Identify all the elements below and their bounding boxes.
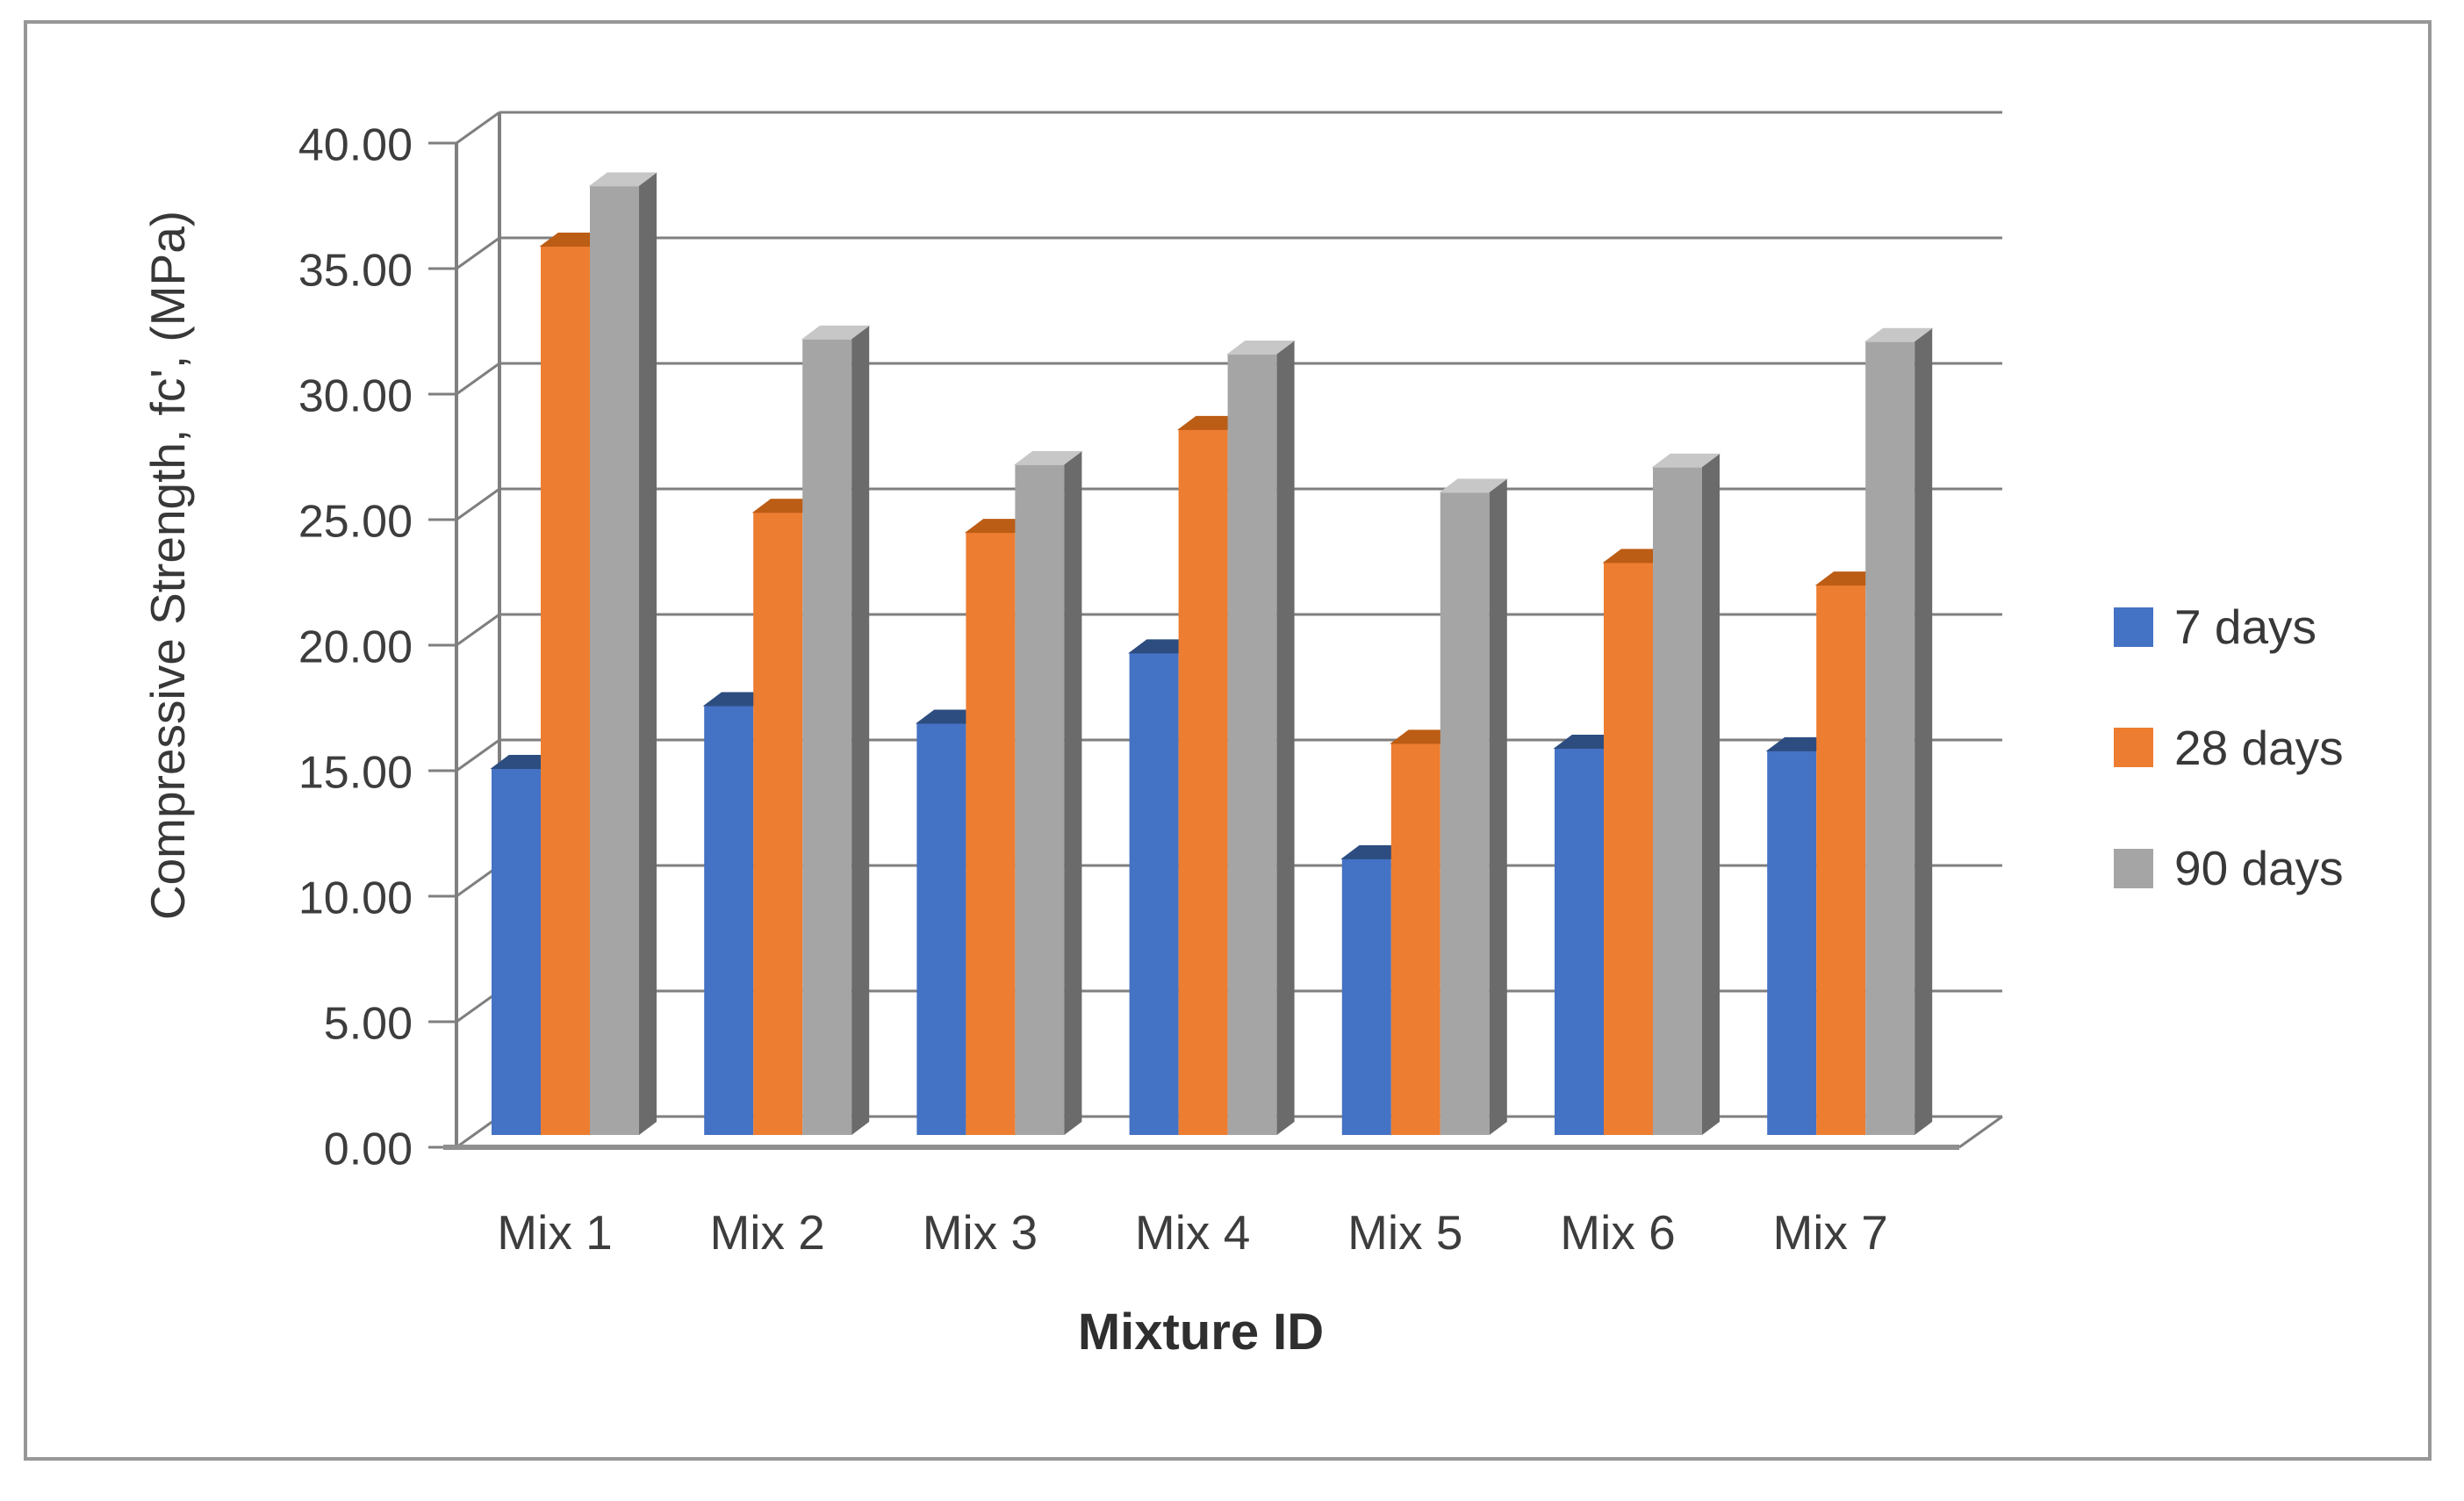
x-category-label: Mix 4 (1135, 1205, 1250, 1260)
bar-mix-3-7-days (916, 722, 966, 1135)
bar-side-mix-6-90-days (1702, 454, 1720, 1135)
bar-mix-2-90-days (802, 339, 852, 1135)
x-category-label: Mix 3 (923, 1205, 1038, 1260)
bar-mix-4-28-days (1178, 429, 1228, 1136)
bar-mix-2-7-days (704, 705, 754, 1135)
gridline-side-connector (456, 236, 500, 270)
y-tick-label: 15.00 (298, 748, 413, 799)
bar-mix-7-7-days (1767, 750, 1817, 1135)
bar-mix-1-90-days (590, 185, 639, 1135)
bar-side-mix-2-90-days (851, 326, 870, 1135)
bar-side-mix-5-90-days (1489, 478, 1507, 1135)
y-tick-label: 5.00 (324, 999, 413, 1050)
floor-right-edge (1958, 1115, 2003, 1149)
gridline-side-connector (456, 487, 500, 521)
gridline-side-connector (456, 362, 500, 396)
x-category-label: Mix 5 (1347, 1205, 1462, 1260)
bar-mix-4-7-days (1129, 652, 1179, 1135)
bar-mix-7-28-days (1816, 585, 1866, 1135)
x-category-label: Mix 7 (1772, 1205, 1887, 1260)
y-tick-label: 25.00 (298, 497, 413, 548)
y-tick-label: 20.00 (298, 622, 413, 673)
y-tick-label: 40.00 (298, 120, 413, 171)
bar-mix-5-28-days (1390, 743, 1440, 1135)
bar-mix-6-90-days (1653, 467, 1702, 1135)
bar-mix-6-7-days (1555, 748, 1604, 1135)
x-category-label: Mix 1 (497, 1205, 612, 1260)
gridline-side-connector (456, 613, 500, 647)
bar-side-mix-7-90-days (1914, 328, 1933, 1135)
y-tick-label: 10.00 (298, 873, 413, 924)
bar-mix-1-7-days (492, 768, 541, 1135)
y-tick-label: 35.00 (298, 246, 413, 297)
bar-mix-3-90-days (1015, 464, 1065, 1135)
gridline-side-connector (456, 738, 500, 772)
bar-mix-5-7-days (1341, 858, 1391, 1135)
y-axis-title: Compressive Strength, fc', (MPa) (140, 210, 195, 921)
bar-mix-6-28-days (1604, 562, 1653, 1135)
bar-mix-1-28-days (541, 246, 590, 1135)
y-tick-label: 0.00 (324, 1124, 413, 1175)
bar-side-mix-1-90-days (639, 172, 657, 1135)
chart-outer-border (24, 20, 2432, 1461)
x-category-label: Mix 6 (1560, 1205, 1675, 1260)
gridline-side-connector (456, 111, 500, 145)
x-axis-title: Mixture ID (1077, 1304, 1325, 1361)
bar-mix-7-90-days (1865, 341, 1915, 1135)
bar-side-mix-3-90-days (1064, 451, 1082, 1135)
bar-mix-4-90-days (1227, 354, 1277, 1135)
bar-mix-3-28-days (966, 532, 1016, 1135)
bar-mix-2-28-days (753, 512, 803, 1135)
x-category-label: Mix 2 (709, 1205, 824, 1260)
bar-side-mix-4-90-days (1276, 341, 1295, 1135)
bar-mix-5-90-days (1440, 492, 1490, 1135)
y-tick-label: 30.00 (298, 371, 413, 422)
